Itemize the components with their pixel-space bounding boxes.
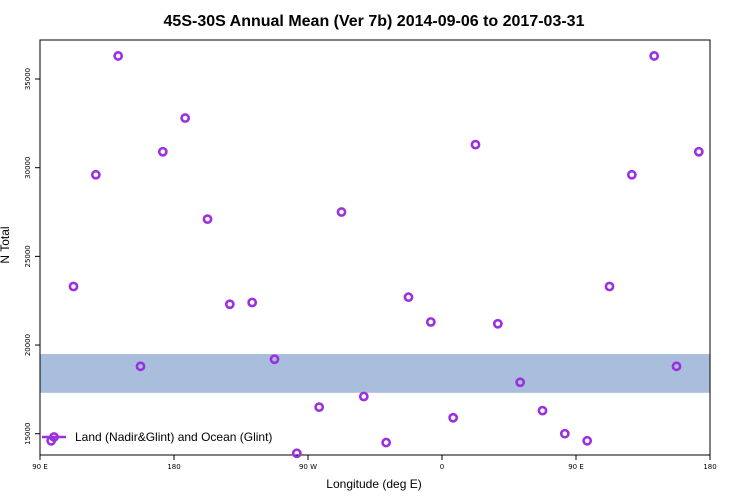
x-axis-label: Longitude (deg E) [326, 477, 421, 491]
data-point [358, 391, 369, 402]
data-point [649, 51, 660, 61]
y-tick-label: 35000 [24, 68, 32, 90]
x-axis: 90 E 180 90 W 0 90 E 180 [32, 455, 717, 471]
data-point [180, 113, 191, 123]
data-point [269, 354, 280, 365]
land-shapes [78, 312, 703, 348]
south-america-land [333, 313, 366, 348]
x-tick-label: 90 E [568, 463, 584, 471]
data-point [202, 214, 213, 225]
data-point [604, 281, 615, 292]
y-tick-label: 25000 [24, 245, 32, 267]
data-point [559, 428, 570, 439]
data-point [381, 437, 392, 448]
x-tick-label: 0 [440, 463, 444, 471]
y-tick-label: 20000 [24, 334, 32, 356]
data-point [247, 297, 258, 308]
data-point [671, 361, 682, 372]
y-tick-label: 15000 [24, 423, 32, 445]
chart-title: 45S-30S Annual Mean (Ver 7b) 2014-09-06 … [164, 13, 585, 30]
legend: Land (Nadir&Glint) and Ocean (Glint) [42, 430, 272, 444]
data-point [626, 169, 637, 180]
new-zealand-land-repeat [694, 322, 703, 335]
tasmania-land-repeat [656, 337, 661, 343]
data-point [515, 377, 526, 388]
data-point [448, 412, 459, 423]
data-point [693, 146, 704, 157]
new-zealand-land [158, 322, 167, 335]
data-series [46, 51, 704, 459]
data-point [336, 207, 347, 217]
australia-land [78, 312, 131, 334]
data-point [403, 292, 414, 303]
data-point [157, 146, 168, 157]
data-point [537, 405, 548, 416]
x-tick-label: 90 E [32, 463, 48, 471]
ocean-background [40, 353, 710, 393]
legend-label: Land (Nadir&Glint) and Ocean (Glint) [75, 430, 272, 444]
data-point [224, 299, 235, 310]
australia-land-repeat [614, 312, 667, 334]
data-point [470, 139, 481, 150]
plot-area [39, 39, 711, 456]
y-axis-label: N Total [0, 226, 12, 263]
data-point [113, 51, 124, 61]
world-map-band [40, 312, 710, 393]
x-tick-label: 90 W [299, 463, 317, 471]
data-point [135, 361, 146, 372]
x-tick-label: 180 [703, 463, 716, 471]
tasmania-land [120, 337, 125, 343]
legend-point-marker [49, 432, 59, 442]
data-point [314, 402, 325, 413]
data-point [68, 281, 79, 292]
data-point [582, 435, 593, 446]
y-tick-label: 30000 [24, 157, 32, 179]
data-point [425, 317, 436, 327]
data-point [291, 448, 302, 459]
data-point [90, 169, 101, 180]
x-tick-label: 180 [167, 463, 180, 471]
data-point [492, 318, 503, 329]
africa-land [467, 314, 490, 326]
y-axis: 15000 20000 25000 30000 35000 [24, 68, 40, 445]
